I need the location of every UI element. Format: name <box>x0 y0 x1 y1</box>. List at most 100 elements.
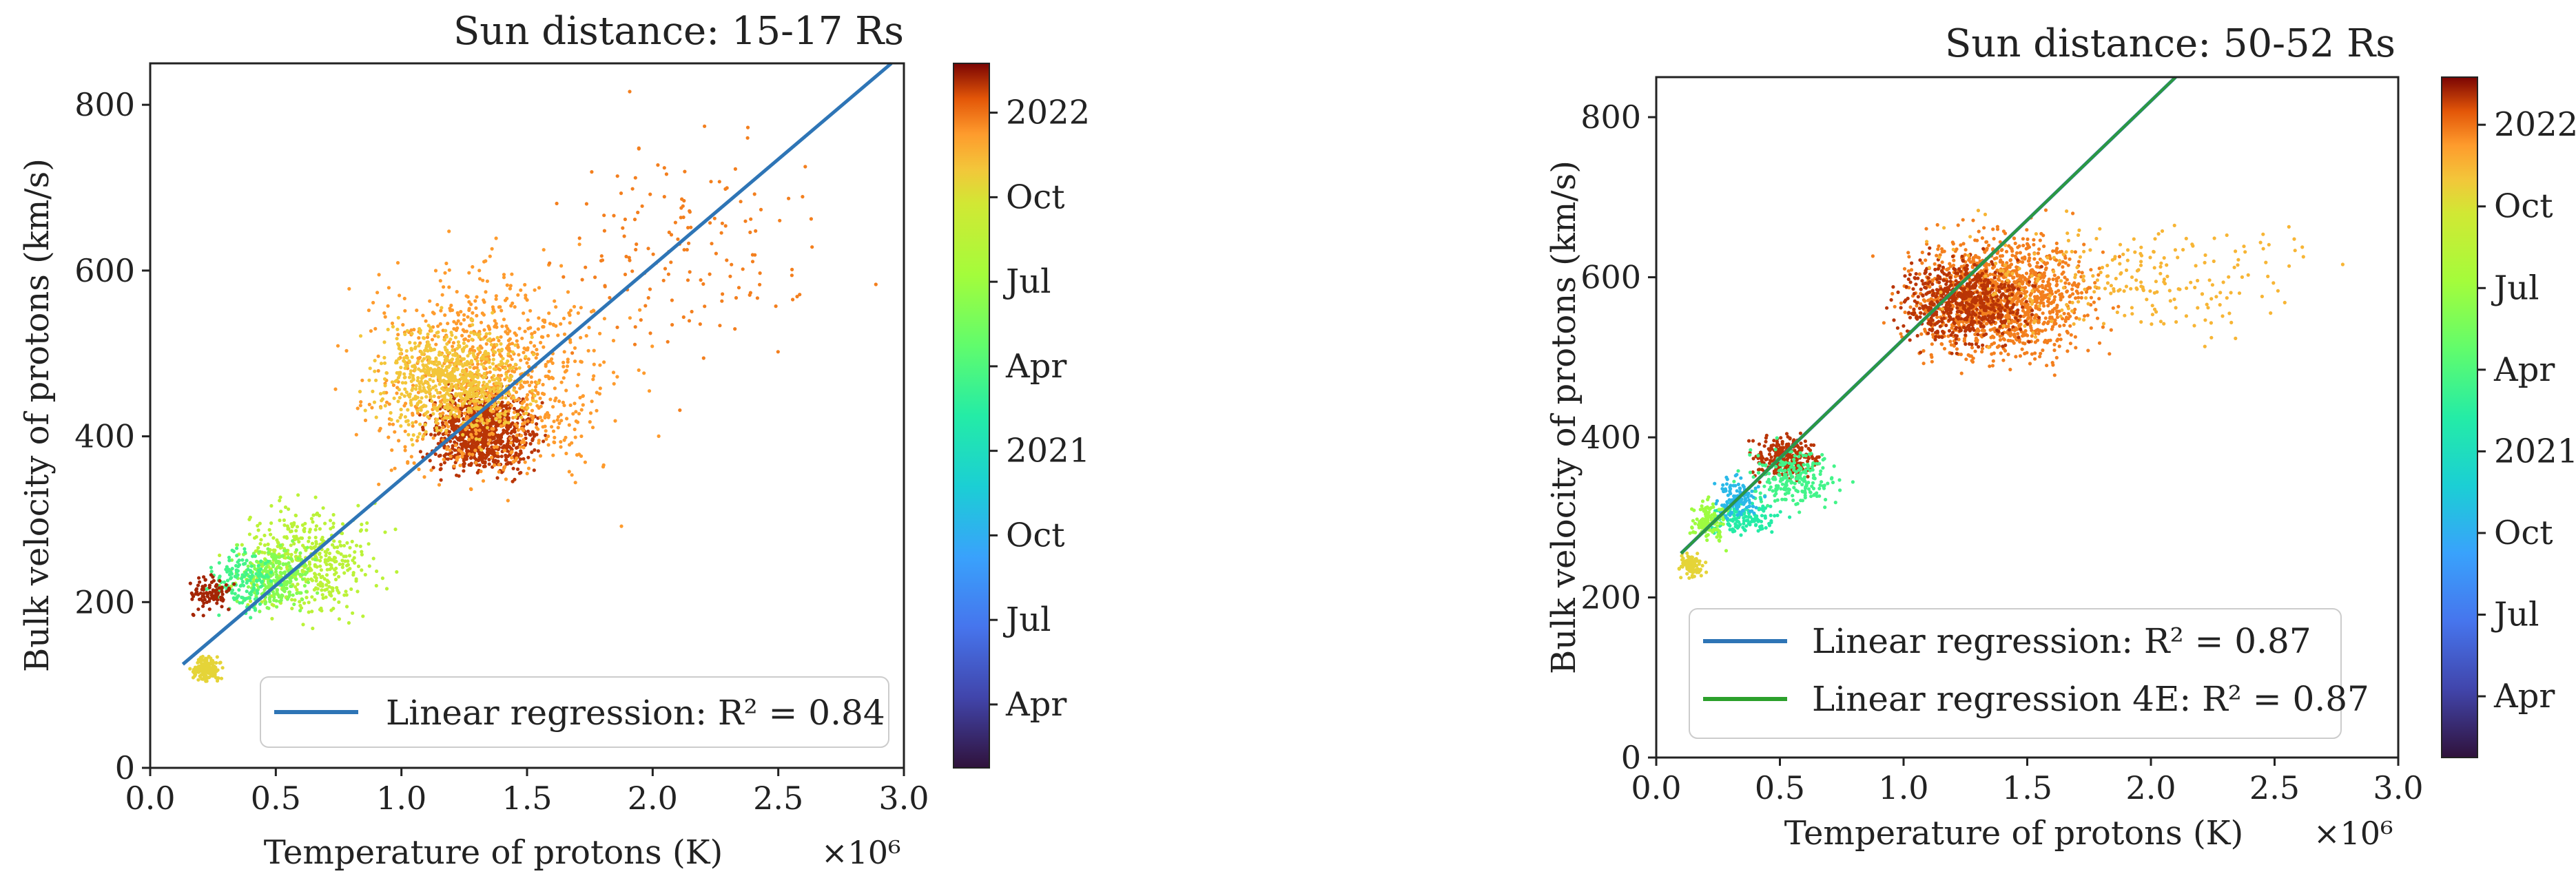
scatter-point <box>340 522 345 526</box>
scatter-point <box>457 415 461 419</box>
scatter-point <box>2071 211 2075 216</box>
scatter-point <box>530 438 535 443</box>
scatter-point <box>348 567 352 571</box>
scatter-point <box>699 278 703 282</box>
scatter-point <box>310 595 314 599</box>
scatter-point <box>509 422 513 426</box>
scatter-point <box>515 433 519 437</box>
scatter-point <box>243 598 247 602</box>
y-tick-label: 600 <box>74 252 135 289</box>
scatter-point <box>753 253 757 257</box>
scatter-point <box>778 218 782 222</box>
scatter-point <box>2088 286 2092 290</box>
scatter-point <box>485 421 489 425</box>
scatter-point <box>499 424 504 428</box>
scatter-point <box>532 468 536 472</box>
scatter-point <box>776 350 780 354</box>
scatter-point <box>2057 333 2061 337</box>
scatter-point <box>472 424 477 428</box>
scatter-point <box>434 342 438 346</box>
scatter-point <box>390 448 394 452</box>
scatter-point <box>482 328 486 332</box>
scatter-point <box>2008 265 2012 269</box>
scatter-point <box>202 601 206 605</box>
scatter-point <box>1962 339 1966 343</box>
y-tick-label: 0 <box>115 749 135 786</box>
scatter-point <box>427 368 431 372</box>
scatter-point <box>504 477 508 481</box>
scatter-point <box>495 439 499 443</box>
scatter-point <box>219 676 224 680</box>
scatter-point <box>414 387 418 391</box>
scatter-point <box>262 533 267 538</box>
scatter-point <box>439 467 443 471</box>
scatter-point <box>436 330 440 334</box>
scatter-point <box>258 542 262 546</box>
scatter-point <box>473 428 477 432</box>
scatter-point <box>755 296 759 300</box>
scatter-point <box>464 329 469 333</box>
scatter-point <box>450 424 455 428</box>
scatter-point <box>2089 295 2093 300</box>
scatter-point <box>515 445 520 450</box>
scatter-point <box>1882 321 1886 325</box>
scatter-point <box>480 346 484 350</box>
scatter-point <box>611 339 616 343</box>
scatter-point <box>475 375 480 379</box>
scatter-point <box>442 454 446 458</box>
scatter-point <box>354 543 359 547</box>
scatter-point <box>492 386 496 390</box>
colorbar-tick-label: Apr <box>1005 685 1067 724</box>
scatter-point <box>387 422 392 426</box>
scatter-point <box>220 596 224 600</box>
scatter-point <box>2046 288 2050 292</box>
scatter-point <box>565 364 570 368</box>
scatter-point <box>745 125 750 129</box>
scatter-point <box>467 401 472 405</box>
scatter-point <box>305 545 309 550</box>
scatter-point <box>723 224 728 228</box>
scatter-point <box>637 146 641 150</box>
scatter-point <box>533 385 538 389</box>
scatter-point <box>791 298 795 302</box>
scatter-point <box>460 444 465 449</box>
x-tick-label: 2.0 <box>628 780 678 817</box>
scatter-point <box>431 379 435 384</box>
scatter-point <box>1995 345 1999 349</box>
scatter-point <box>2008 333 2012 338</box>
scatter-point <box>561 360 566 365</box>
scatter-point <box>462 357 466 361</box>
scatter-points <box>188 90 878 683</box>
scatter-point <box>2043 316 2048 320</box>
scatter-point <box>688 210 692 214</box>
scatter-point <box>505 283 509 287</box>
scatter-point <box>405 328 409 333</box>
scatter-point <box>1971 218 1975 222</box>
scatter-point <box>403 309 407 313</box>
scatter-point <box>2012 275 2016 280</box>
scatter-point <box>384 400 389 404</box>
scatter-point <box>320 584 324 588</box>
scatter-point <box>546 415 550 419</box>
scatter-point <box>486 441 491 446</box>
scatter-point <box>526 429 530 433</box>
scatter-point <box>386 304 390 308</box>
scatter-point <box>373 369 377 373</box>
scatter-point <box>209 580 214 585</box>
scatter-point <box>422 475 426 479</box>
scatter-point <box>449 376 453 380</box>
scatter-point <box>275 573 279 577</box>
scatter-point <box>533 330 537 335</box>
scatter-point <box>460 396 464 400</box>
scatter-point <box>2018 354 2022 358</box>
scatter-point <box>504 453 508 457</box>
scatter-point <box>469 331 473 335</box>
scatter-point <box>459 322 463 326</box>
scatter-point <box>215 655 219 659</box>
scatter-point <box>418 422 422 426</box>
scatter-point <box>2038 307 2042 311</box>
scatter-point <box>530 332 534 336</box>
scatter-point <box>513 453 518 457</box>
scatter-point <box>513 459 517 463</box>
scatter-point <box>2033 351 2037 355</box>
